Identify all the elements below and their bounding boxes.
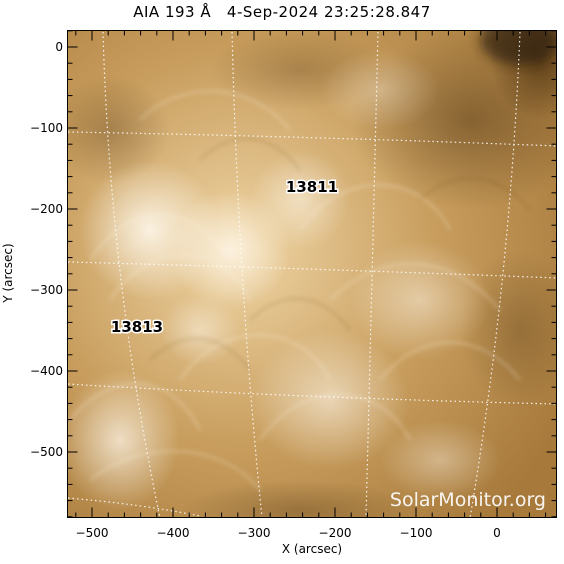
x-tick-label: −500 xyxy=(76,526,109,540)
y-tick-label: −100 xyxy=(30,121,63,135)
x-tick-label: 0 xyxy=(493,526,501,540)
y-tick-label: −500 xyxy=(30,445,63,459)
x-tick-label: −200 xyxy=(319,526,352,540)
x-axis-label: X (arcsec) xyxy=(281,542,343,556)
y-tick-label: −200 xyxy=(30,202,63,216)
axis-ticks xyxy=(67,30,557,518)
x-tick-label: −400 xyxy=(157,526,190,540)
y-tick-label: −400 xyxy=(30,364,63,378)
watermark: SolarMonitor.org xyxy=(390,489,546,511)
solar-corona-image xyxy=(67,30,557,518)
heliographic-grid xyxy=(67,31,557,518)
x-tick-label: −300 xyxy=(238,526,271,540)
active-region-label: 13813 xyxy=(111,318,163,336)
image-title: AIA 193 Å 4-Sep-2024 23:25:28.847 xyxy=(133,3,431,21)
x-tick-label: −100 xyxy=(400,526,433,540)
active-region-label: 13811 xyxy=(286,178,338,196)
y-tick-label: −300 xyxy=(30,283,63,297)
y-tick-label: 0 xyxy=(55,40,63,54)
